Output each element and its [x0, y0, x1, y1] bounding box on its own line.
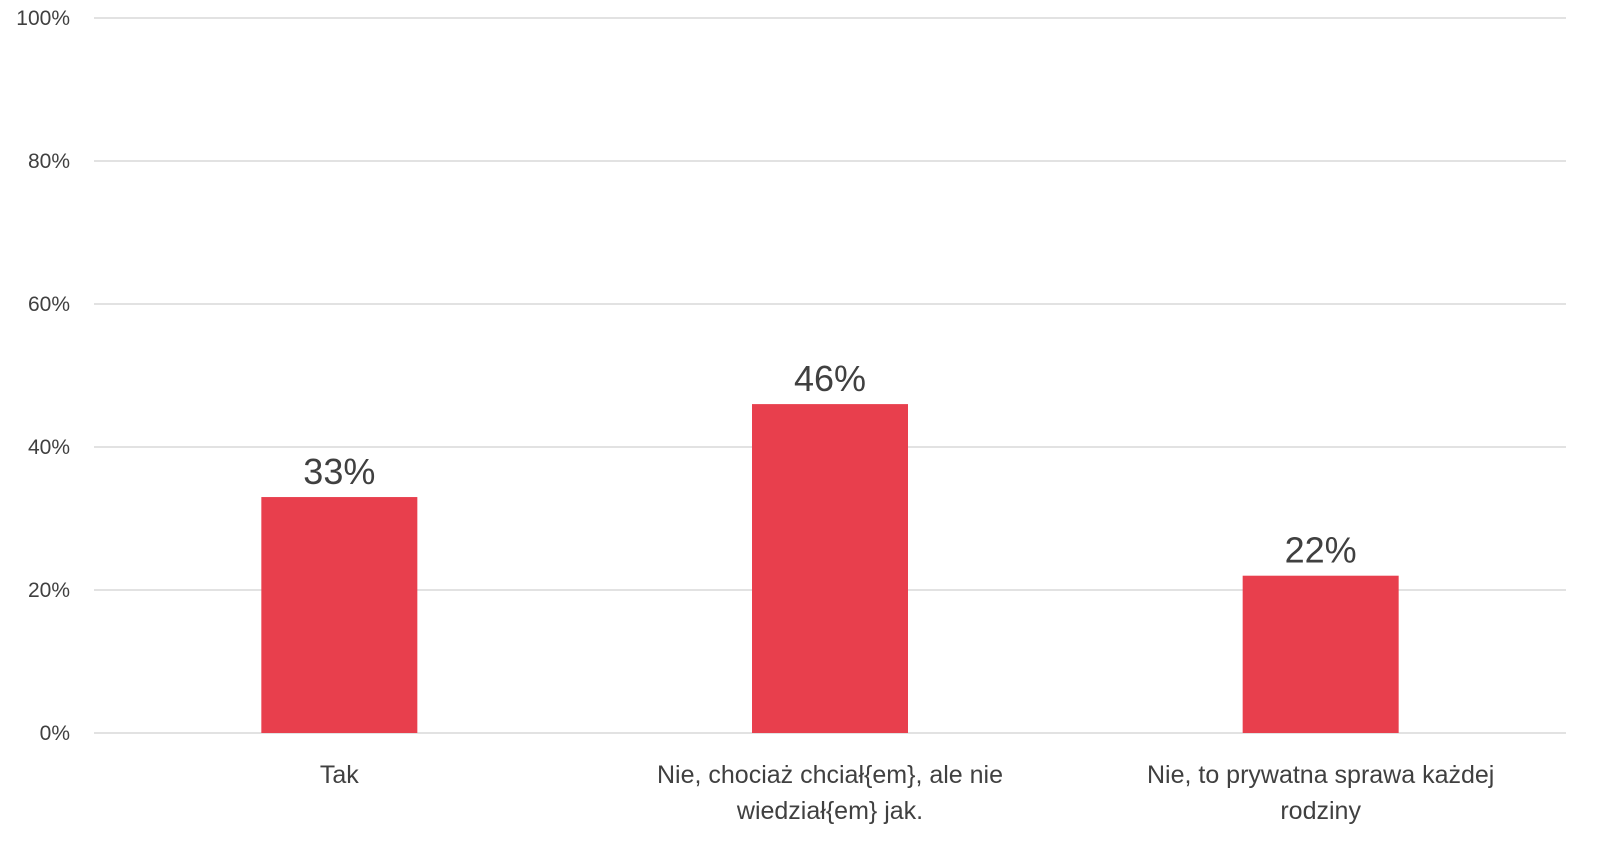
bar	[261, 497, 418, 733]
x-category-label: Nie, chociaż chciał{em}, ale nie	[657, 761, 1003, 789]
bar	[752, 404, 908, 733]
data-label: 33%	[303, 451, 375, 492]
y-tick-label: 40%	[28, 436, 70, 459]
y-tick-label: 0%	[40, 722, 70, 745]
x-category-label: wiedział{em} jak.	[736, 797, 923, 825]
y-tick-label: 20%	[28, 579, 70, 602]
bar	[1242, 575, 1399, 733]
bars	[261, 404, 1399, 733]
y-axis-tick-labels: 0% 20% 40% 60% 80% 100%	[16, 7, 70, 745]
x-category-label: Tak	[320, 761, 359, 789]
x-category-label: rodziny	[1280, 797, 1361, 825]
data-label: 46%	[794, 358, 866, 399]
data-label: 22%	[1285, 530, 1357, 571]
x-axis-category-labels: Tak Nie, chociaż chciał{em}, ale nie wiedz…	[320, 761, 1494, 825]
x-category-label: Nie, to prywatna sprawa każdej	[1147, 761, 1494, 789]
y-tick-label: 100%	[16, 7, 70, 30]
data-labels: 33% 46% 22%	[303, 358, 1356, 571]
y-tick-label: 80%	[28, 150, 70, 173]
y-tick-label: 60%	[28, 293, 70, 316]
